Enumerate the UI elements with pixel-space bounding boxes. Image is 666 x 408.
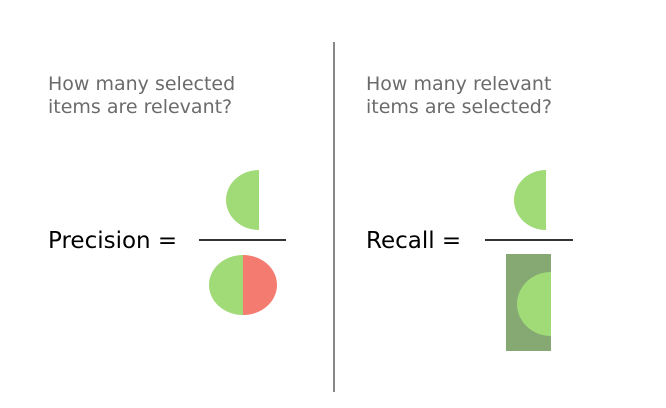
recall-fraction-bar [485,239,573,241]
recall-denominator-icon [506,254,551,351]
precision-label: Precision = [48,228,178,254]
selected-relevant-half [209,255,243,315]
precision-fraction-bar [199,239,286,241]
precision-question: How many selected items are relevant? [48,73,236,118]
recall-question: How many relevant items are selected? [366,73,552,118]
panel-divider [333,42,335,392]
recall-label: Recall = [366,228,462,254]
precision-denominator-icon [209,255,277,315]
precision-numerator-icon [226,170,259,230]
recall-numerator-icon [514,170,546,230]
relevant-selected-half [517,272,551,336]
selected-irrelevant-half [243,255,277,315]
